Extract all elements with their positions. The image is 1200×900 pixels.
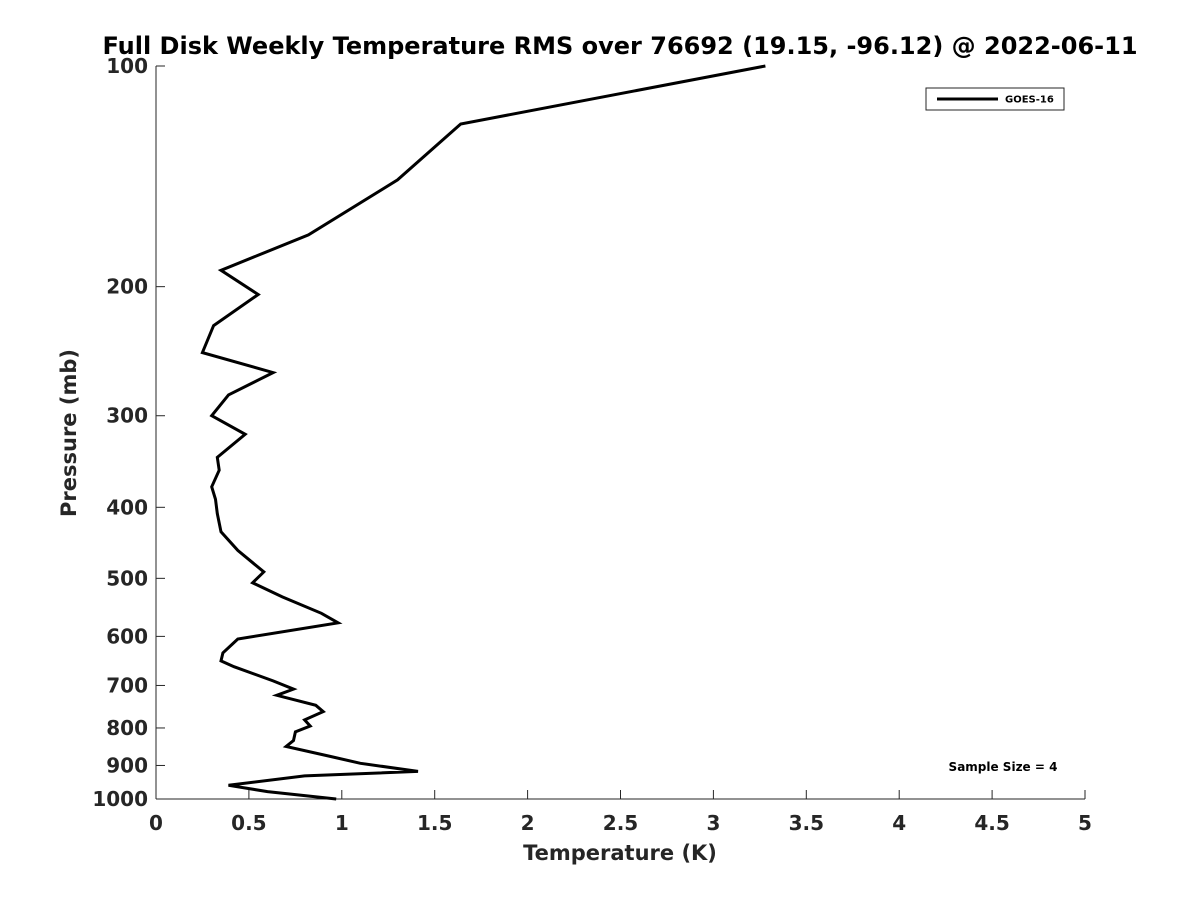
legend-label: GOES-16 (1005, 95, 1054, 106)
y-axis-label: Pressure (mb) (57, 349, 81, 517)
y-tick-label: 1000 (92, 787, 148, 811)
y-tick-label: 500 (106, 566, 148, 590)
y-tick-label: 900 (106, 753, 148, 777)
series-line-goes-16 (200, 64, 766, 801)
x-axis-label: Temperature (K) (523, 841, 717, 865)
y-tick-label: 700 (106, 673, 148, 697)
y-tick-label: 600 (106, 624, 148, 648)
y-tick-label: 200 (106, 275, 148, 299)
sample-size-annotation: Sample Size = 4 (949, 760, 1058, 774)
legend: GOES-16 (925, 87, 1065, 111)
y-tick-label: 100 (106, 54, 148, 78)
series-layer (200, 64, 766, 801)
chart-title: Full Disk Weekly Temperature RMS over 76… (102, 32, 1137, 60)
x-tick-label: 0 (149, 811, 163, 835)
x-tick-label: 4.5 (974, 811, 1009, 835)
x-tick-label: 3 (706, 811, 720, 835)
x-tick-label: 2 (521, 811, 535, 835)
x-tick-label: 0.5 (231, 811, 266, 835)
x-tick-label: 1.5 (417, 811, 452, 835)
x-tick-label: 4 (892, 811, 906, 835)
y-tick-label: 300 (106, 404, 148, 428)
x-tick-label: 2.5 (603, 811, 638, 835)
y-tick-label: 400 (106, 495, 148, 519)
axes: 0 0.5 1 1.5 2 2.5 3 3.5 4 4.5 5 100 200 300 400 500 600 7… (92, 54, 1092, 835)
x-tick-label: 5 (1078, 811, 1092, 835)
x-tick-label: 3.5 (789, 811, 824, 835)
y-tick-label: 800 (106, 716, 148, 740)
x-tick-label: 1 (335, 811, 349, 835)
